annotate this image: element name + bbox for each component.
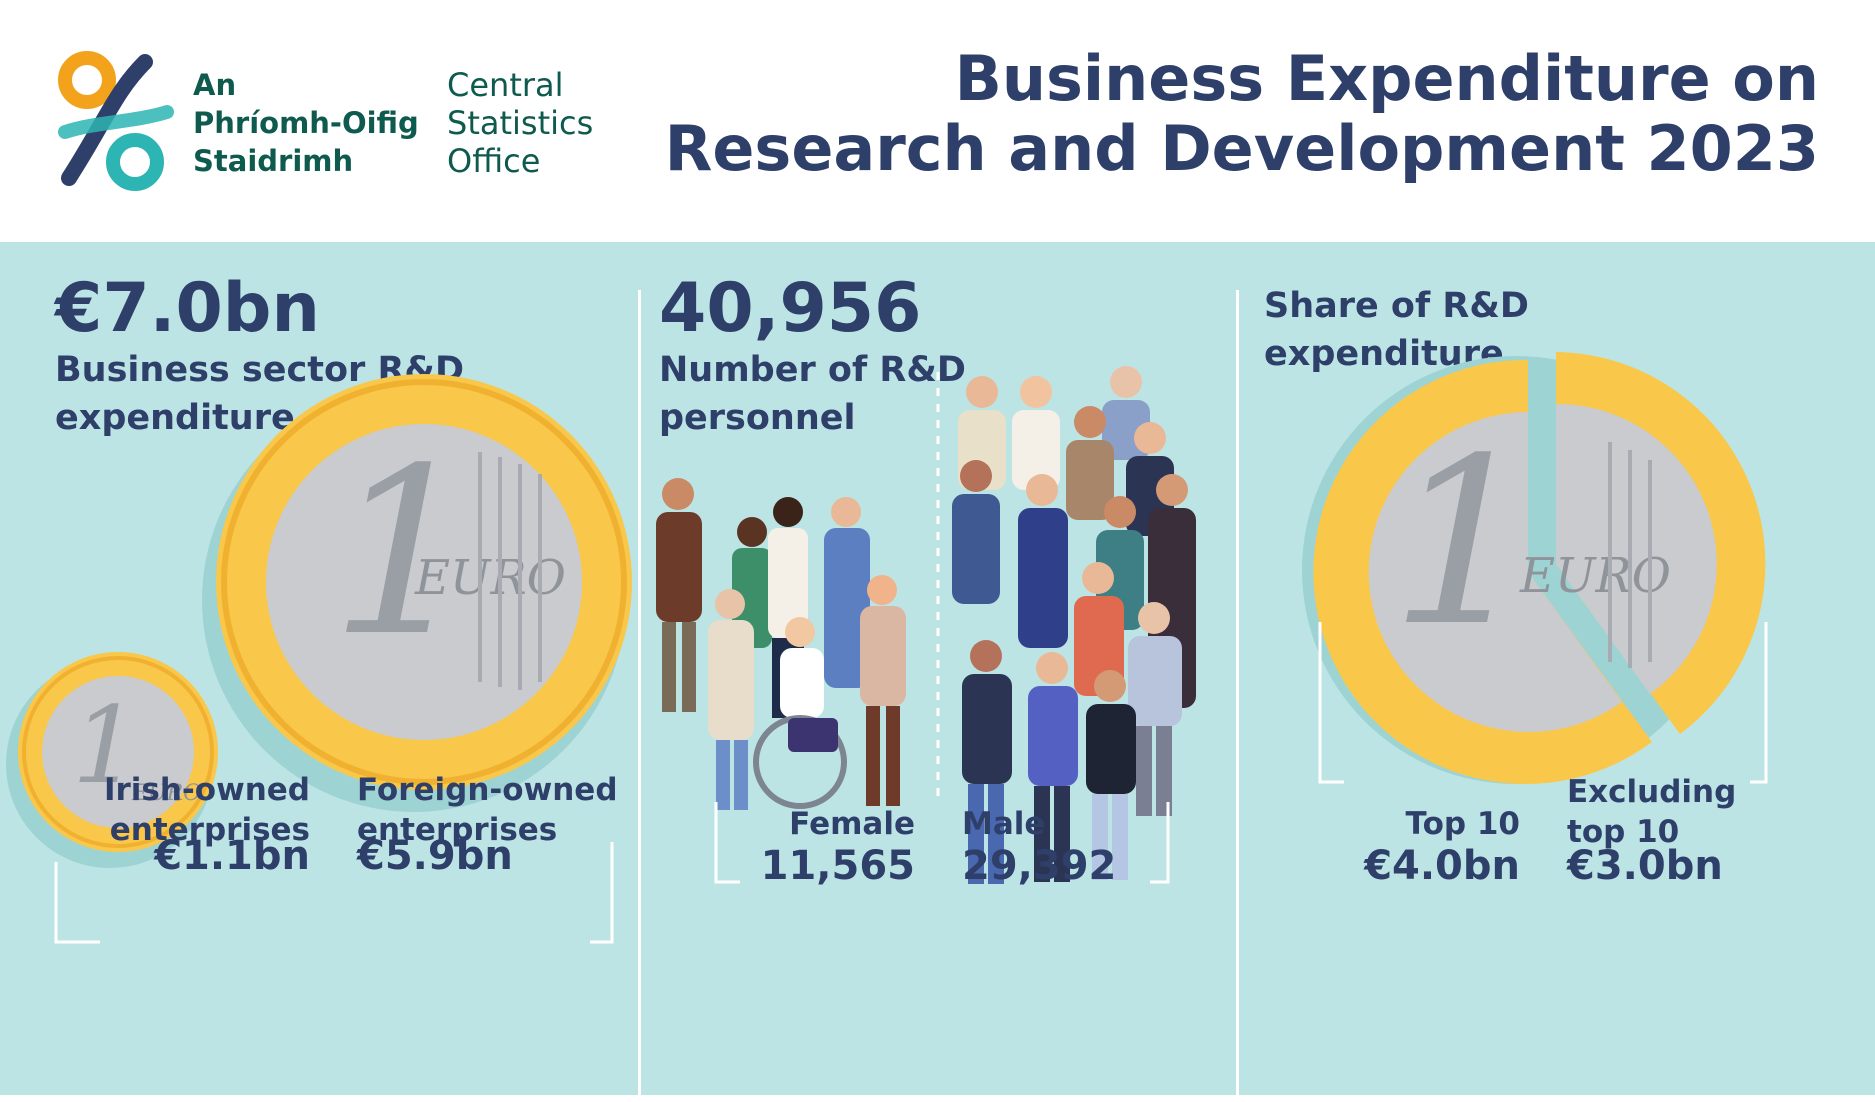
- male-label: Male: [962, 806, 1046, 842]
- top10-label: Top 10: [1405, 806, 1520, 842]
- expenditure-value: €7.0bn: [55, 269, 320, 348]
- coin-word: EURO: [414, 550, 566, 606]
- coin-numeral: 1: [330, 420, 476, 687]
- top10-value: €4.0bn: [1364, 843, 1520, 889]
- section-divider: [1236, 290, 1239, 1100]
- org-name-irish: An Phríomh-Oifig Staidrimh: [193, 68, 419, 178]
- section-divider: [638, 290, 641, 1100]
- csi-logo-icon: [58, 51, 174, 191]
- coin-word-small: EURO: [131, 781, 201, 806]
- excluding-top10-label: Excluding top 10: [1567, 774, 1737, 850]
- coin-numeral-small: 1: [72, 684, 139, 807]
- female-figures: [656, 478, 906, 810]
- personnel-value: 40,956: [659, 269, 922, 348]
- excluding-top10-value: €3.0bn: [1567, 843, 1723, 889]
- org-name-english: Central Statistics Office: [447, 66, 594, 180]
- split-coin-pie-icon: 1 EURO: [1302, 352, 1768, 784]
- header: An Phríomh-Oifig Staidrimh Central Stati…: [0, 0, 1875, 242]
- personnel-label: Number of R&D personnel: [659, 350, 966, 438]
- male-figures: [952, 366, 1196, 884]
- euro-coins-icon: 1 EURO 1 EURO: [6, 374, 632, 944]
- infographic-panel: €7.0bn Business sector R&D expenditure 1…: [0, 242, 1875, 1100]
- people-group-icon: [656, 366, 1196, 884]
- foreign-owned-value: €5.9bn: [357, 833, 513, 879]
- female-value: 11,565: [760, 843, 915, 889]
- pie-coin-numeral: 1: [1390, 410, 1536, 677]
- irish-owned-value: €1.1bn: [154, 833, 310, 879]
- male-value: 29,392: [962, 843, 1117, 889]
- irish-owned-label: Irish-owned enterprises: [103, 772, 310, 848]
- pie-coin-word: EURO: [1519, 548, 1671, 604]
- foreign-owned-label: Foreign-owned enterprises: [357, 772, 618, 848]
- page-title: Business Expenditure on Research and Dev…: [664, 42, 1819, 185]
- female-label: Female: [789, 806, 915, 842]
